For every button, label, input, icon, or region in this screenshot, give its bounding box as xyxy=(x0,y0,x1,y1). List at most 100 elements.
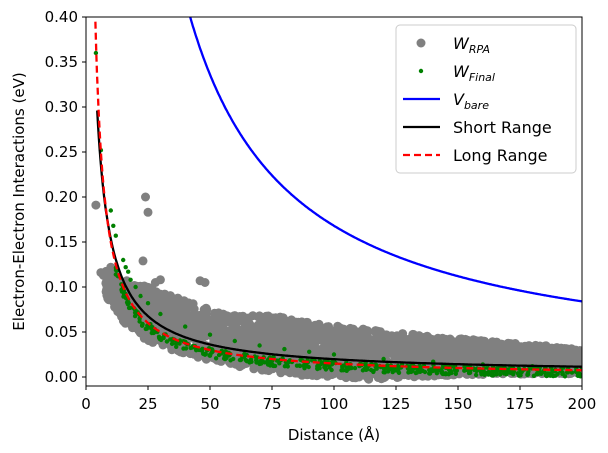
data-point xyxy=(387,331,397,341)
data-point xyxy=(373,327,383,337)
legend-label: Vbare xyxy=(453,90,489,112)
legend-item: WRPA xyxy=(416,34,490,56)
data-point xyxy=(201,351,206,356)
data-point xyxy=(561,355,571,365)
data-point xyxy=(521,345,531,355)
data-point xyxy=(400,352,410,362)
data-point xyxy=(247,329,257,339)
data-point xyxy=(285,360,290,366)
data-point xyxy=(389,348,399,358)
y-tick-label: 0.10 xyxy=(45,278,78,296)
data-point xyxy=(166,318,176,328)
series-line xyxy=(94,21,582,372)
data-point xyxy=(126,269,131,274)
data-point xyxy=(208,320,218,330)
series-line xyxy=(96,110,582,368)
data-point xyxy=(352,365,358,371)
data-point xyxy=(268,359,274,364)
data-point xyxy=(200,278,210,287)
data-point xyxy=(262,360,267,365)
y-tick-label: 0.00 xyxy=(45,368,78,386)
data-point xyxy=(486,369,491,375)
data-point xyxy=(287,366,296,376)
data-point xyxy=(569,370,575,375)
data-point xyxy=(418,365,423,371)
data-point xyxy=(539,370,545,375)
data-point xyxy=(437,342,447,352)
data-point xyxy=(180,305,190,314)
data-point xyxy=(395,340,405,350)
data-point xyxy=(188,345,193,351)
data-point xyxy=(148,291,158,301)
data-point xyxy=(560,370,565,375)
data-point xyxy=(258,359,263,364)
data-point xyxy=(285,323,295,332)
data-point xyxy=(449,370,454,376)
data-point xyxy=(531,345,540,355)
data-point xyxy=(91,200,101,210)
legend-label: WFinal xyxy=(453,62,495,84)
data-point xyxy=(510,339,520,348)
data-point xyxy=(249,364,259,374)
series-long-range xyxy=(94,21,582,372)
data-point xyxy=(569,349,579,359)
ticks: 0 25 50 75 100 125 150 175 200 0.00 0.05 0.10 0.15 0.… xyxy=(45,8,597,413)
legend-marker xyxy=(418,68,424,74)
data-point xyxy=(306,364,311,370)
data-point xyxy=(503,338,513,348)
x-tick-label: 25 xyxy=(138,395,157,413)
data-point xyxy=(355,327,365,337)
data-point xyxy=(305,342,315,352)
data-point xyxy=(128,277,133,282)
data-point xyxy=(226,358,236,368)
data-point xyxy=(242,323,252,332)
data-point xyxy=(385,369,391,374)
data-point xyxy=(535,371,541,377)
data-point xyxy=(541,346,551,356)
series-short-range xyxy=(96,110,582,368)
data-point xyxy=(403,341,413,350)
data-point xyxy=(296,319,306,329)
data-point xyxy=(347,365,352,371)
data-point xyxy=(371,368,376,374)
data-point xyxy=(374,345,383,355)
data-point xyxy=(366,341,376,351)
data-point xyxy=(138,256,148,266)
legend-label: WRPA xyxy=(453,34,490,56)
data-point xyxy=(362,369,372,379)
data-point xyxy=(102,289,112,299)
data-point xyxy=(217,318,227,328)
data-point xyxy=(415,337,425,347)
data-point xyxy=(190,310,200,320)
data-point xyxy=(155,289,165,299)
data-point xyxy=(177,338,183,343)
data-point xyxy=(354,336,364,346)
data-point xyxy=(257,365,267,375)
data-point xyxy=(143,207,153,217)
y-tick-label: 0.30 xyxy=(45,98,78,116)
data-point xyxy=(443,371,448,376)
data-point xyxy=(199,330,209,340)
data-point xyxy=(147,308,157,318)
data-point xyxy=(137,319,142,324)
data-point xyxy=(453,345,463,355)
data-point xyxy=(108,284,118,294)
data-point xyxy=(470,335,480,345)
y-tick-label: 0.05 xyxy=(45,323,78,341)
data-point xyxy=(389,339,398,349)
data-point xyxy=(331,342,341,352)
data-point xyxy=(490,369,496,374)
series-line xyxy=(189,17,582,303)
legend-item: WFinal xyxy=(418,62,495,84)
data-point xyxy=(183,328,193,338)
data-point xyxy=(282,346,287,352)
data-point xyxy=(140,321,145,327)
data-point xyxy=(201,309,211,319)
data-point xyxy=(430,336,440,346)
data-point xyxy=(213,356,219,361)
x-tick-label: 0 xyxy=(81,395,91,413)
data-point xyxy=(183,346,189,351)
data-point xyxy=(336,336,346,346)
data-point xyxy=(296,328,306,338)
data-point xyxy=(132,310,138,315)
